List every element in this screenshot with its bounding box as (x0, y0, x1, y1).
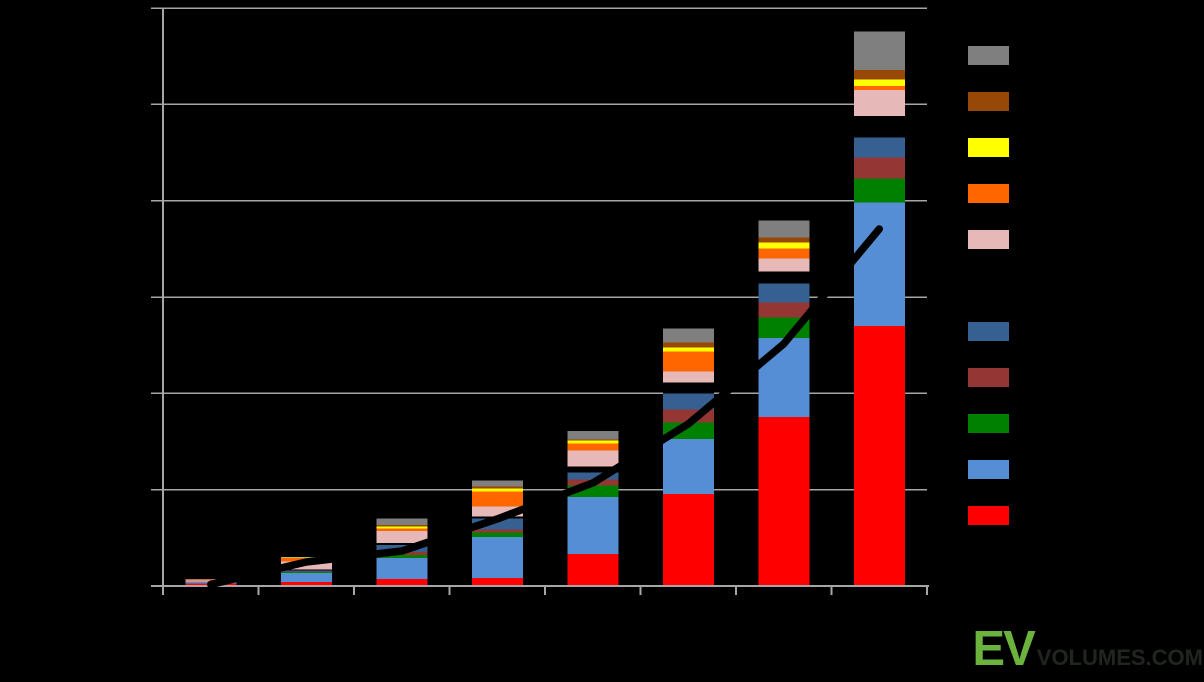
bar-segment-orange (376, 528, 428, 531)
bar-segment-brown (662, 342, 714, 348)
legend-swatch-darkblue (968, 322, 1009, 341)
bar-segment-black (376, 542, 428, 546)
legend-swatch-brown (968, 92, 1009, 111)
bar-segment-gray (662, 328, 714, 343)
logo-text-volumescom: VOLUMES.COM (1036, 645, 1203, 670)
bar-segment-green (280, 572, 332, 574)
bar-segment-orange (471, 491, 523, 507)
bar-segment-yellow (758, 242, 810, 249)
bar-segment-brown (758, 237, 810, 243)
bar-segment-darkblue (662, 393, 714, 410)
logo-text-ev: EV (972, 622, 1035, 676)
bar-segment-black (280, 569, 332, 571)
bar-segment-gray (853, 31, 905, 70)
bar-segment-orange (662, 351, 714, 372)
bar-segment-orange (185, 579, 237, 581)
legend-swatch-black (968, 276, 1009, 295)
bar-segment-pink (662, 371, 714, 383)
bar-segment-brown (376, 524, 428, 527)
bar-segment-green (376, 555, 428, 559)
bar-segment-yellow (376, 526, 428, 529)
legend-item-green (968, 414, 1017, 433)
legend-item-darkblue (968, 322, 1017, 341)
bar-segment-yellow (567, 440, 619, 444)
bar-segment-blue (376, 558, 428, 580)
bar-segment-red (758, 416, 810, 585)
bar-segment-black (853, 115, 905, 138)
bar-segment-blue (853, 202, 905, 326)
bar-segment-red (662, 493, 714, 585)
bar-segment-pink (853, 89, 905, 116)
bar-segment-red (853, 325, 905, 585)
bar-segment-brown (853, 69, 905, 80)
bar-segment-brown (471, 486, 523, 489)
bar-segment-gray (376, 518, 428, 525)
bar-segment-blue (662, 438, 714, 494)
bar-segment-gray (567, 431, 619, 440)
legend-swatch-orange (968, 184, 1009, 203)
legend-item-red (968, 506, 1017, 525)
bar-segment-orange (758, 248, 810, 259)
bar-segment-black (662, 382, 714, 394)
bar-segment-gray (471, 480, 523, 487)
bar-segment-pink (471, 506, 523, 517)
legend-swatch-green (968, 414, 1009, 433)
bar-segment-darkblue (567, 472, 619, 480)
bar-segment-brown (567, 439, 619, 441)
legend-swatch-pink (968, 230, 1009, 249)
bar-segment-red (567, 553, 619, 585)
bar-segment-darkblue (853, 137, 905, 158)
trend-line (207, 225, 883, 589)
bar-segment-darkblue (758, 283, 810, 303)
bar-segment-green (471, 532, 523, 537)
legend-item-pink (968, 230, 1017, 249)
bar-segment-brick (853, 157, 905, 179)
bar-segment-yellow (853, 79, 905, 86)
legend-item-orange (968, 184, 1017, 203)
bar-segment-green (853, 178, 905, 203)
bar-segment-gray (280, 556, 332, 558)
legend-swatch-yellow (968, 138, 1009, 157)
bar-segment-brick (758, 302, 810, 318)
bar-segment-pink (758, 258, 810, 272)
legend-item-brown (968, 92, 1017, 111)
bar-segment-darkblue (471, 518, 523, 530)
bar-segment-yellow (471, 488, 523, 492)
bar-segment-orange (853, 85, 905, 90)
bar-segment-darkblue (280, 570, 332, 572)
legend-swatch-brick (968, 368, 1009, 387)
bar-segment-black (758, 271, 810, 284)
bar-segment-red (376, 579, 428, 585)
bar-segment-red (471, 577, 523, 585)
bar-segment-red (280, 582, 332, 585)
bar-segment-blue (471, 536, 523, 578)
bar-segment-blue (567, 496, 619, 554)
bar-segment-yellow (662, 347, 714, 352)
bar-segment-orange (567, 443, 619, 451)
bar-segment-blue (280, 573, 332, 583)
bar-segment-green (567, 485, 619, 497)
legend-item-gray (968, 46, 1017, 65)
legend-item-black (968, 276, 1017, 295)
legend-item-brick (968, 368, 1017, 387)
bar-segment-brick (471, 529, 523, 533)
bar-segment-pink (376, 530, 428, 543)
legend-item-yellow (968, 138, 1017, 157)
legend-swatch-blue (968, 460, 1009, 479)
evvolumes-logo: EV VOLUMES.COM (972, 625, 1203, 674)
bar-segment-pink (567, 450, 619, 467)
legend-swatch-red (968, 506, 1009, 525)
legend-item-blue (968, 460, 1017, 479)
bar-segment-gray (758, 220, 810, 238)
bar-segment-black (567, 466, 619, 473)
legend-swatch-gray (968, 46, 1009, 65)
bar-segment-blue (758, 338, 810, 417)
